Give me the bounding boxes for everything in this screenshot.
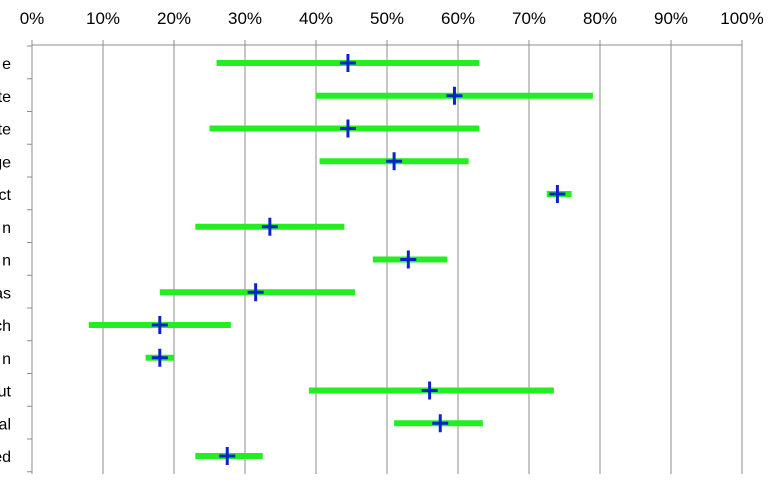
category-label: ct (0, 187, 12, 204)
category-label: ed (0, 449, 11, 466)
x-tick-label: 20% (157, 9, 191, 28)
category-label: n (2, 351, 11, 368)
midpoint-marker (421, 381, 438, 400)
x-tick-label: 10% (86, 9, 120, 28)
midpoint-marker (219, 447, 236, 465)
x-tick-label: 60% (441, 9, 475, 28)
midpoint-marker (247, 283, 264, 302)
midpoint-marker (400, 250, 417, 269)
x-tick-label: 50% (370, 9, 404, 28)
category-label: n (2, 220, 11, 237)
midpoint-marker (151, 348, 168, 367)
midpoint-marker (151, 316, 168, 334)
x-tick-label: 90% (654, 9, 688, 28)
x-tick-label: 70% (512, 9, 546, 28)
x-tick-label: 80% (583, 9, 617, 28)
category-label: al (0, 416, 11, 433)
category-label: te (0, 122, 11, 139)
midpoint-marker (432, 414, 449, 433)
midpoint-marker (339, 119, 356, 138)
category-label: te (0, 89, 11, 106)
x-tick-label: 0% (20, 9, 45, 28)
category-label: e (2, 56, 11, 73)
y-axis: etetegectnnaschnutaled (0, 45, 33, 474)
midpoint-marker (549, 185, 566, 203)
category-label: n (2, 253, 11, 270)
category-label: ch (0, 318, 11, 335)
midpoint-marker (261, 217, 278, 236)
x-tick-label: 40% (299, 9, 333, 28)
category-label: ut (0, 384, 12, 401)
category-label: ge (0, 154, 11, 171)
midpoint-marker (446, 86, 463, 105)
category-label: as (0, 285, 11, 302)
midpoint-marker (339, 54, 356, 72)
x-axis: 0% 10% 20% 30% 40% 50% 60% 70% 80% 90% 100% (20, 9, 764, 46)
midpoint-marker (386, 152, 403, 171)
range-marks (88, 54, 593, 465)
x-tick-label: 100% (720, 9, 763, 28)
x-tick-label: 30% (228, 9, 262, 28)
